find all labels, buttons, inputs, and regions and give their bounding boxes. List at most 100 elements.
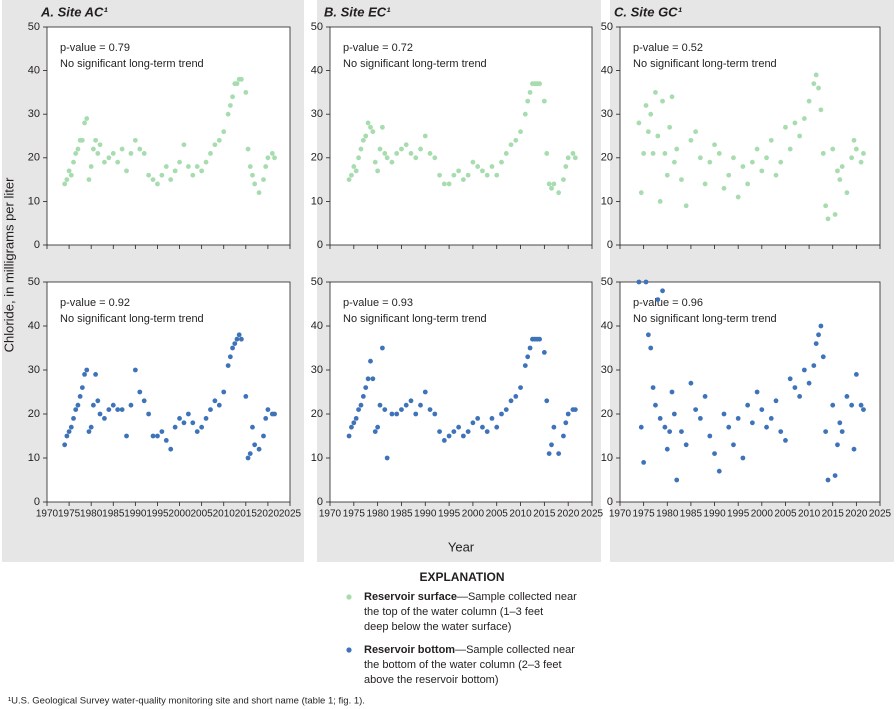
- y-tick-label: 20: [311, 152, 323, 164]
- x-tick-label: 2015: [235, 509, 258, 520]
- data-point: [749, 420, 755, 426]
- data-point: [853, 372, 859, 377]
- data-point: [641, 460, 647, 465]
- data-point: [541, 98, 547, 104]
- data-point: [475, 164, 481, 169]
- data-point: [234, 81, 240, 87]
- data-point: [216, 137, 222, 143]
- data-point: [384, 155, 390, 161]
- legend-text: Reservoir surface—Sample collected near: [364, 591, 577, 603]
- x-tick-label: 2005: [774, 509, 797, 520]
- data-point: [465, 429, 471, 434]
- x-tick-label: 2000: [751, 509, 774, 520]
- data-point: [441, 181, 447, 187]
- data-point: [141, 398, 147, 404]
- data-point: [565, 155, 571, 161]
- data-point: [773, 172, 779, 178]
- data-point: [849, 402, 855, 408]
- data-point: [835, 168, 840, 174]
- data-point: [721, 185, 727, 191]
- data-point: [418, 402, 423, 408]
- legend-title: EXPLANATION: [419, 570, 504, 584]
- data-point: [159, 172, 165, 178]
- data-point: [823, 203, 829, 209]
- x-tick-label: 1990: [124, 509, 147, 520]
- data-point: [132, 367, 138, 373]
- data-point: [265, 155, 271, 161]
- data-point: [141, 151, 147, 156]
- data-point: [643, 103, 649, 108]
- data-point: [522, 363, 528, 368]
- data-point: [380, 345, 385, 351]
- data-point: [664, 446, 670, 452]
- annotation: No significant long-term trend: [60, 313, 204, 325]
- y-tick-label: 0: [607, 239, 613, 251]
- x-tick-label: 2015: [822, 509, 845, 520]
- data-point: [551, 181, 557, 187]
- data-point: [768, 137, 774, 143]
- data-point: [256, 446, 262, 452]
- data-point: [227, 354, 233, 360]
- data-point: [551, 424, 557, 430]
- data-point: [247, 451, 253, 456]
- data-point: [365, 120, 371, 126]
- data-point: [422, 389, 428, 395]
- data-point: [465, 172, 471, 178]
- x-tick-label: 2000: [168, 509, 191, 520]
- data-point: [408, 151, 414, 156]
- data-point: [353, 168, 359, 174]
- data-point: [572, 407, 578, 412]
- data-point: [389, 159, 395, 165]
- data-point: [384, 455, 390, 461]
- data-point: [261, 433, 266, 439]
- data-point: [365, 376, 371, 382]
- data-point: [375, 424, 381, 430]
- y-tick-label: 20: [28, 152, 40, 164]
- data-point: [801, 116, 807, 121]
- data-point: [655, 297, 661, 302]
- data-point: [372, 159, 378, 165]
- data-point: [230, 94, 235, 100]
- data-point: [650, 151, 656, 156]
- y-tick-label: 30: [311, 108, 323, 120]
- data-point: [95, 151, 101, 156]
- x-tick-label: 2010: [798, 509, 821, 520]
- data-point: [79, 137, 85, 143]
- data-point: [844, 190, 850, 196]
- data-point: [77, 394, 83, 399]
- data-point: [247, 164, 253, 169]
- data-point: [106, 407, 112, 412]
- data-point: [660, 98, 665, 104]
- data-point: [394, 151, 400, 156]
- legend-text: Reservoir bottom—Sample collected near: [364, 644, 575, 656]
- data-point: [745, 402, 751, 408]
- data-point: [508, 142, 514, 148]
- data-point: [68, 424, 74, 430]
- y-tick-label: 20: [601, 408, 613, 420]
- data-point: [811, 81, 817, 87]
- x-tick-label: 1970: [609, 509, 632, 520]
- data-point: [702, 394, 708, 399]
- data-point: [372, 429, 378, 434]
- data-point: [119, 407, 125, 412]
- x-tick-label: 1985: [680, 509, 703, 520]
- x-tick-label: 2020: [557, 509, 580, 520]
- y-tick-label: 0: [317, 239, 323, 251]
- y-tick-label: 30: [28, 364, 40, 376]
- annotation: p-value = 0.93: [343, 297, 413, 309]
- data-point: [163, 438, 169, 443]
- data-point: [239, 336, 244, 342]
- data-point: [221, 129, 227, 135]
- data-point: [525, 98, 531, 104]
- data-point: [208, 151, 213, 156]
- legend-marker: [346, 647, 352, 653]
- data-point: [370, 129, 376, 135]
- data-point: [813, 72, 819, 78]
- data-point: [503, 151, 509, 156]
- data-point: [818, 107, 824, 113]
- data-point: [460, 433, 466, 439]
- data-point: [106, 155, 112, 161]
- y-tick-label: 0: [607, 496, 613, 508]
- data-point: [645, 332, 651, 338]
- data-point: [853, 146, 859, 152]
